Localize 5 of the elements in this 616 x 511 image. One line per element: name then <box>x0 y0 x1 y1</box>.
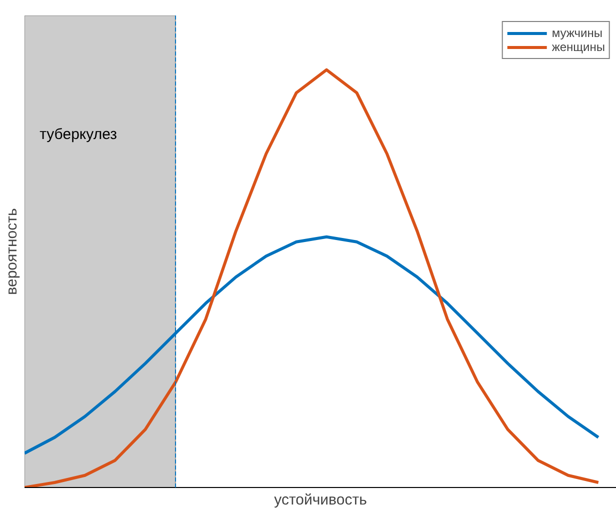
annotation: туберкулез <box>40 126 118 143</box>
legend-label: мужчины <box>552 26 602 40</box>
legend-label: женщины <box>552 40 605 54</box>
y-axis-title: вероятность <box>4 208 20 295</box>
x-axis-title: устойчивость <box>274 492 368 508</box>
